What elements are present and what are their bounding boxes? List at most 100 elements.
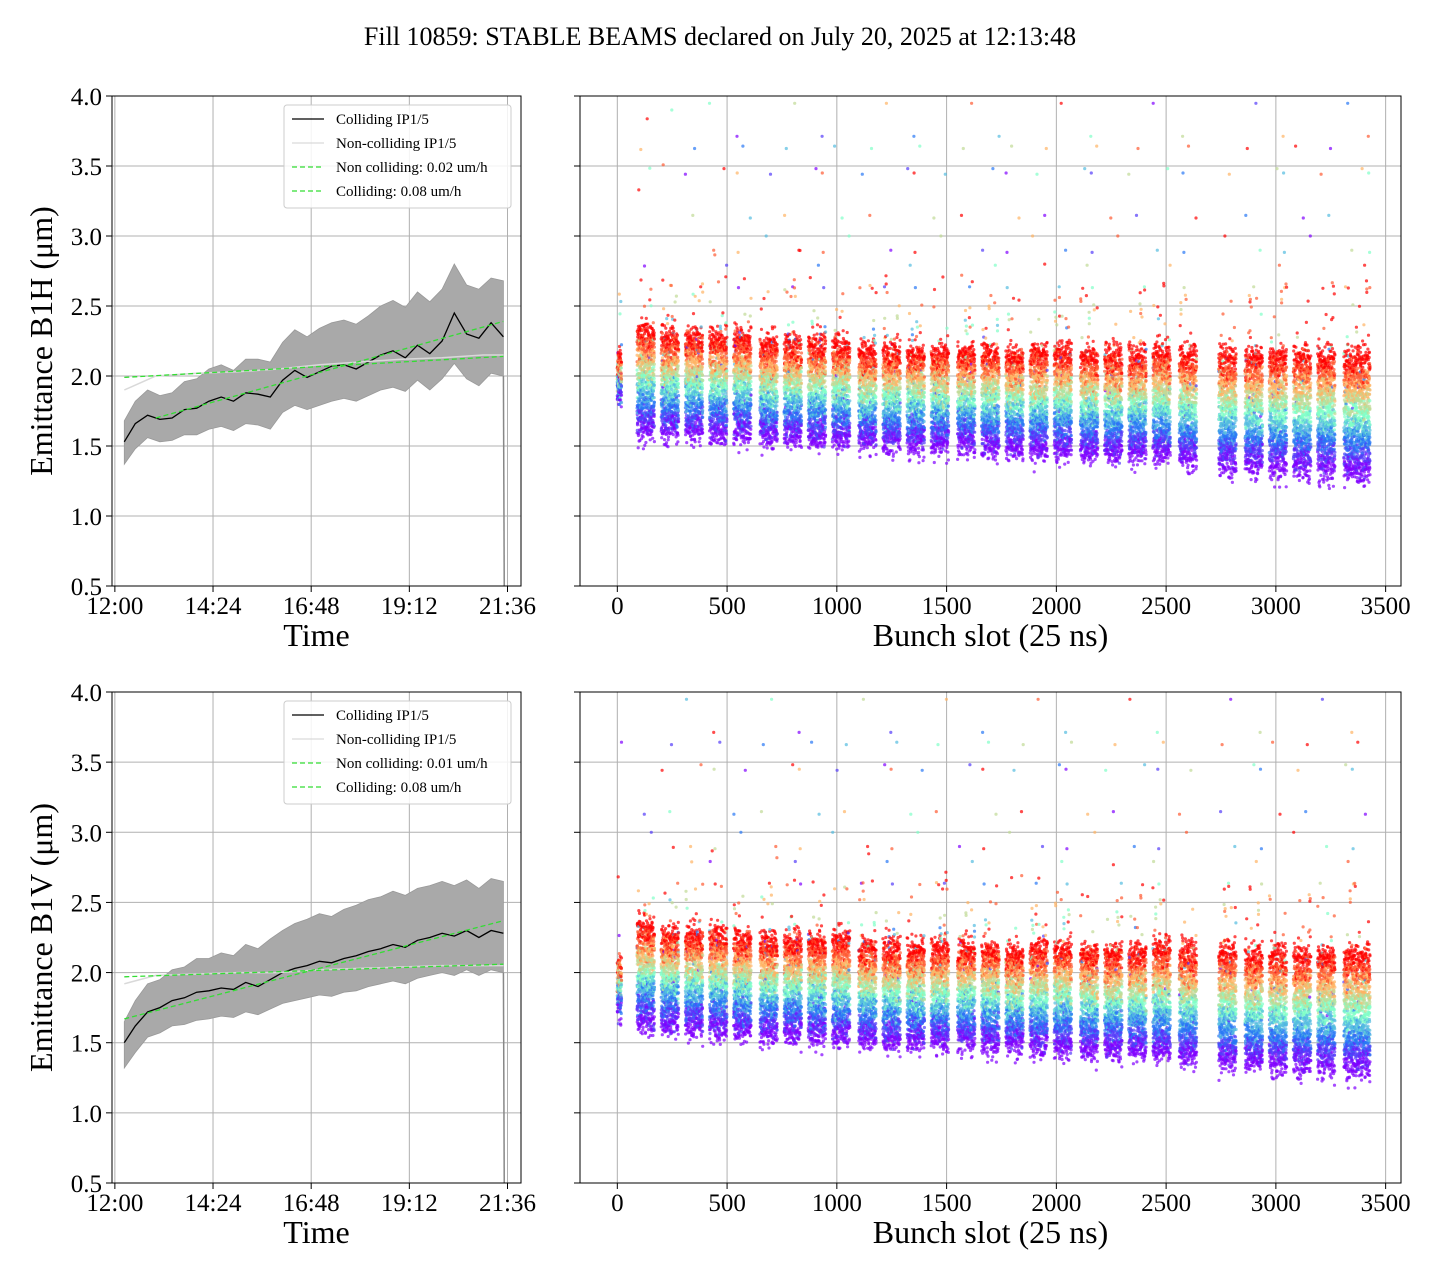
scatter-point (749, 393, 753, 397)
scatter-point (676, 390, 680, 394)
scatter-point (766, 331, 770, 335)
scatter-point (775, 375, 779, 379)
scatter-point (674, 294, 679, 298)
x-tick-label: 12:00 (86, 593, 143, 620)
y-tick-label: 2.5 (71, 294, 102, 321)
scatter-point (651, 436, 655, 440)
scatter-point (724, 429, 728, 433)
scatter-point (619, 393, 624, 397)
legend-entry: Non colliding: 0.02 um/h (336, 160, 488, 176)
scatter-point (642, 304, 647, 308)
scatter-point (721, 311, 725, 315)
scatter-point (652, 331, 656, 335)
scatter-point (701, 431, 705, 435)
scatter-point (735, 134, 739, 138)
scatter-point (724, 321, 728, 325)
legend-entry: Colliding IP1/5 (336, 112, 429, 128)
scatter-point (699, 285, 703, 289)
scatter-point (716, 354, 721, 358)
y-tick-label: 1.5 (71, 434, 102, 461)
scatter-point (676, 433, 680, 437)
scatter-point (676, 378, 680, 382)
x-tick-label: 21:36 (479, 593, 536, 620)
scatter-point (701, 290, 705, 294)
scatter-point (786, 445, 790, 449)
scatter-point (762, 296, 766, 301)
scatter-point (701, 349, 705, 353)
scatter-point (677, 420, 681, 424)
scatter-point (718, 393, 722, 397)
scatter-point (677, 347, 681, 351)
scatter-point (740, 328, 744, 332)
scatter-point (652, 341, 656, 346)
scatter-point (699, 325, 703, 329)
scatter-point (619, 362, 624, 367)
scatter-point (792, 345, 796, 349)
scatter-point (724, 394, 728, 399)
scatter-point (650, 428, 654, 432)
scatter-point (736, 250, 740, 254)
scatter-point (619, 366, 623, 370)
scatter-point (697, 299, 701, 303)
scatter-point (700, 336, 705, 340)
scatter-point (662, 307, 666, 311)
scatter-point (664, 331, 669, 335)
y-tick-label: 3.5 (71, 154, 102, 181)
scatter-point (685, 441, 689, 445)
scatter-point (724, 327, 728, 331)
scatter-point (618, 348, 622, 352)
scatter-point (788, 332, 792, 336)
scatter-point (700, 343, 704, 347)
scatter-point (673, 300, 677, 304)
scatter-point (686, 324, 690, 328)
scatter-point (666, 435, 671, 439)
scatter-point (775, 394, 779, 398)
scatter-point (711, 328, 715, 332)
scatter-point (742, 277, 747, 281)
scatter-point (638, 399, 642, 403)
scatter-point (660, 356, 665, 360)
scatter-point (652, 372, 656, 376)
scatter-point (748, 384, 752, 388)
x-tick-label: 19:12 (381, 593, 438, 620)
scatter-point (676, 367, 680, 371)
scatter-point (735, 171, 739, 175)
x-tick-label: 16:48 (283, 593, 340, 620)
scatter-point (676, 414, 680, 418)
scatter-point (660, 331, 665, 335)
scatter-point (766, 290, 770, 294)
scatter-point (652, 400, 657, 404)
scatter-point (676, 359, 680, 363)
scatter-point (743, 441, 747, 445)
scatter-point (671, 326, 675, 330)
scatter-point (677, 417, 681, 421)
scatter-point (748, 437, 752, 441)
scatter-point (724, 439, 728, 443)
scatter-point (641, 435, 645, 439)
scatter-point (764, 234, 768, 238)
scatter-point (775, 335, 779, 339)
scatter-point (677, 374, 681, 378)
scatter-point (700, 400, 705, 404)
scatter-point (775, 380, 779, 384)
colliding-spread-band (123, 263, 504, 466)
scatter-point (661, 163, 665, 167)
scatter-point (773, 325, 777, 329)
scatter-point (737, 451, 741, 455)
scatter-point (725, 335, 729, 339)
scatter-point (775, 391, 779, 395)
scatter-point (676, 408, 680, 412)
scatter-point (711, 355, 715, 359)
scatter-point (775, 348, 779, 352)
scatter-point (662, 438, 667, 442)
scatter-point (734, 322, 738, 326)
y-axis-label: Emittance B1H (μm) (23, 206, 59, 476)
scatter-point (785, 430, 789, 434)
scatter-point (725, 401, 729, 405)
scatter-point (725, 369, 729, 373)
scatter-point (739, 414, 743, 418)
scatter-point (749, 326, 753, 330)
scatter-point (749, 364, 753, 368)
scatter-point (652, 383, 657, 387)
scatter-point (749, 427, 753, 431)
